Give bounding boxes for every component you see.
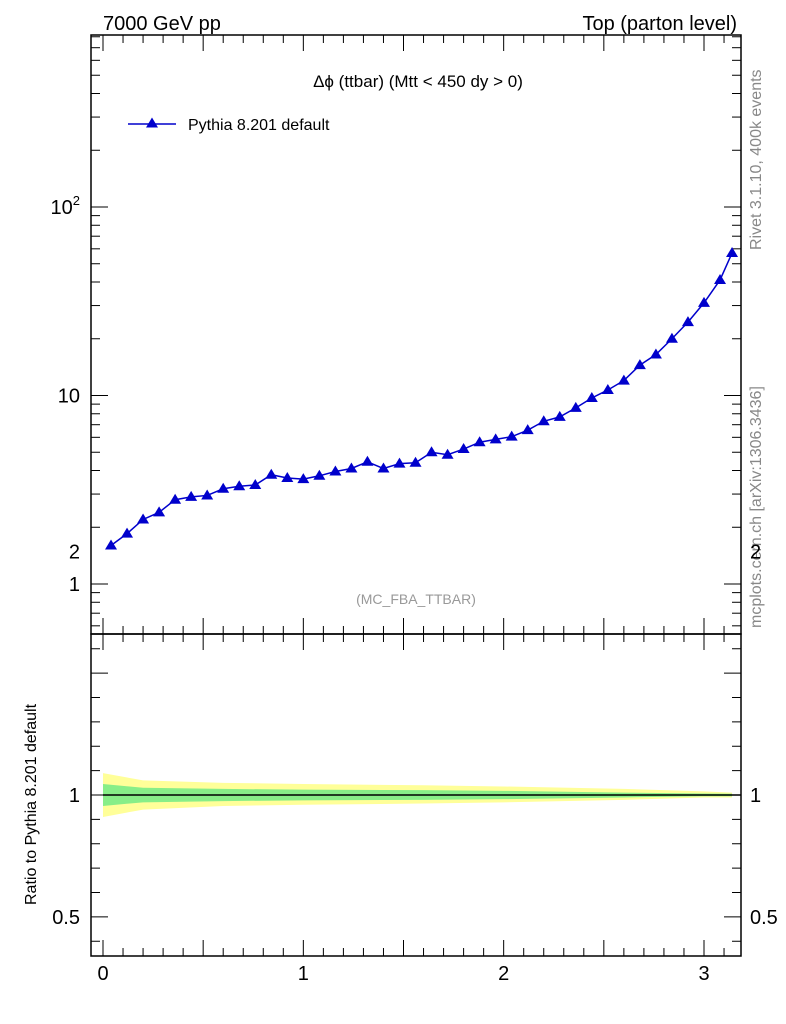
data-point — [649, 348, 662, 359]
data-point — [361, 455, 374, 466]
series-pythia — [105, 247, 739, 550]
data-point — [281, 472, 294, 483]
main-axis-ticks — [91, 35, 741, 634]
main-title: Δϕ (ttbar) (Mtt < 450 dy > 0) — [313, 72, 523, 91]
data-point — [473, 436, 486, 447]
ratio-y-tick-label-left: 1 — [69, 785, 80, 807]
data-point — [185, 490, 198, 501]
data-point — [633, 359, 646, 370]
data-point — [265, 468, 278, 479]
data-point — [521, 424, 534, 435]
data-point — [249, 479, 262, 490]
main-y-tick-label: 102 — [51, 193, 80, 219]
data-point — [537, 415, 550, 426]
data-point — [569, 401, 582, 412]
ratio-y-tick-label-right: 1 — [750, 785, 761, 807]
data-point — [425, 446, 438, 457]
data-point — [457, 443, 470, 454]
data-point — [698, 296, 710, 307]
ratio-y-tick-label-left: 0.5 — [52, 907, 80, 929]
legend-marker — [146, 117, 158, 128]
data-point — [601, 383, 614, 394]
data-point — [233, 480, 246, 491]
data-point — [105, 539, 118, 550]
main-y-tick-label: 10 — [58, 386, 80, 408]
data-point — [153, 506, 166, 517]
ratio-y-tick-label-right: 0.5 — [750, 907, 778, 929]
data-point — [313, 469, 326, 480]
main-panel: 1 10 102 Δϕ (ttbar) (Mtt < 450 dy > 0) Pyt… — [51, 34, 742, 635]
data-point — [665, 332, 678, 343]
data-point — [726, 247, 739, 258]
ratio-axis-ticks — [91, 634, 741, 956]
data-point — [681, 316, 694, 327]
header-right: Top (parton level) — [582, 13, 737, 35]
header-left: 7000 GeV pp — [103, 13, 221, 35]
ratio-y-tick-label-right: 2 — [750, 541, 761, 563]
data-point — [297, 473, 310, 484]
data-point — [169, 493, 182, 504]
main-y-tick-label: 1 — [69, 574, 80, 596]
data-point — [489, 433, 502, 444]
series-line — [110, 252, 733, 547]
main-y-tick-labels: 1 10 102 — [51, 193, 80, 596]
ratio-ylabel: Ratio to Pythia 8.201 default — [23, 703, 40, 905]
data-point — [585, 391, 598, 402]
legend-label: Pythia 8.201 default — [188, 117, 330, 134]
x-tick-label: 0 — [97, 963, 108, 985]
ratio-tick-labels: 0.5 0.5 1 1 2 2 0 1 2 3 — [52, 541, 778, 985]
x-tick-label: 3 — [698, 963, 709, 985]
data-point — [345, 462, 358, 473]
data-point — [393, 457, 406, 468]
data-point — [505, 430, 518, 441]
mcplots-label: mcplots.cern.ch [arXiv:1306.3436] — [748, 386, 765, 628]
data-point — [553, 410, 566, 421]
analysis-tag: (MC_FBA_TTBAR) — [356, 591, 476, 607]
data-point — [121, 527, 134, 538]
ratio-frame — [90, 633, 742, 957]
ratio-y-tick-label-left: 2 — [69, 541, 80, 563]
data-point — [329, 465, 342, 476]
data-point — [409, 456, 422, 467]
data-point — [441, 448, 454, 459]
data-point — [377, 462, 390, 473]
data-point — [201, 489, 214, 500]
rivet-label: Rivet 3.1.10, 400k events — [748, 69, 765, 250]
x-tick-label: 1 — [298, 963, 309, 985]
legend: Pythia 8.201 default — [128, 117, 330, 134]
ratio-panel: 0.5 0.5 1 1 2 2 0 1 2 3 Ratio to Pythia 8.201 def… — [23, 541, 778, 985]
data-point — [617, 374, 630, 385]
data-point — [714, 273, 727, 284]
data-point — [137, 513, 150, 524]
x-tick-label: 2 — [498, 963, 509, 985]
data-point — [217, 482, 230, 493]
